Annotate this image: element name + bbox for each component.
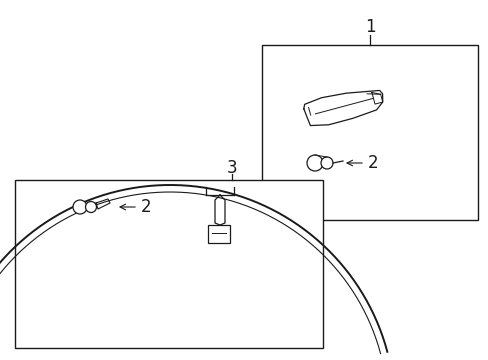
Text: 2: 2 (367, 154, 378, 172)
Circle shape (320, 157, 332, 169)
Text: 3: 3 (226, 159, 237, 177)
Text: 1: 1 (364, 18, 375, 36)
Bar (15, 180, 323, 348)
Circle shape (85, 202, 96, 212)
Bar (262, 45, 477, 220)
Circle shape (306, 155, 323, 171)
Text: 2: 2 (141, 198, 151, 216)
Circle shape (73, 200, 87, 214)
Bar (207, 225, 229, 243)
